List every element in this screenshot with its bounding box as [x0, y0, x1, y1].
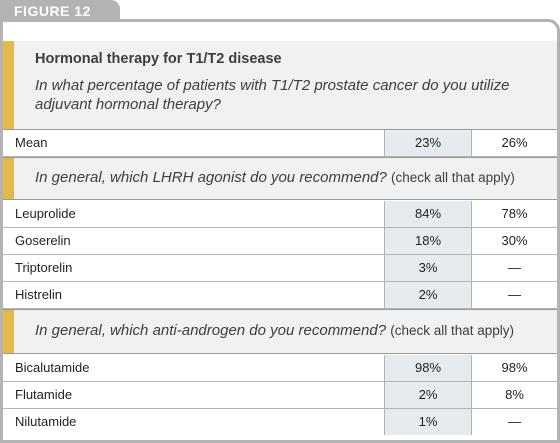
- row-label: Histrelin: [15, 287, 62, 302]
- question-note: (check all that apply): [391, 170, 515, 185]
- value-col1: 98%: [384, 355, 472, 381]
- value-col2: 26%: [501, 135, 528, 150]
- row-label: Mean: [15, 135, 48, 150]
- section-header-anti-androgen: In general, which anti-androgen do you r…: [3, 309, 557, 354]
- value-col2: —: [508, 260, 521, 275]
- value-col1: 2%: [384, 382, 472, 408]
- question-text: In general, which LHRH agonist do you re…: [35, 169, 387, 186]
- table-row: Goserelin 18% 30%: [3, 228, 557, 255]
- table-row: Mean 23% 26%: [3, 130, 557, 157]
- row-label: Flutamide: [15, 387, 73, 402]
- value-col1: 3%: [384, 255, 472, 281]
- section-question: In what percentage of patients with T1/T…: [35, 77, 510, 113]
- row-label: Nilutamide: [15, 414, 77, 429]
- value-col2: 98%: [501, 360, 528, 375]
- table-row: Leuprolide 84% 78%: [3, 201, 557, 228]
- value-col1: 84%: [384, 201, 472, 227]
- section-header-lhrh: In general, which LHRH agonist do you re…: [3, 157, 557, 200]
- value-col2: 78%: [501, 206, 528, 221]
- figure-frame: Hormonal therapy for T1/T2 disease In wh…: [0, 19, 560, 443]
- row-label: Bicalutamide: [15, 360, 90, 375]
- accent-bar: [3, 41, 14, 129]
- figure-title: Hormonal therapy for T1/T2 disease: [35, 51, 282, 67]
- table-row: Bicalutamide 98% 98%: [3, 355, 557, 382]
- table-row: Triptorelin 3% —: [3, 255, 557, 282]
- section-question: In general, which LHRH agonist do you re…: [35, 168, 555, 187]
- value-col2: —: [508, 287, 521, 302]
- value-col2: —: [508, 414, 521, 429]
- value-col1: 18%: [384, 228, 472, 254]
- row-label: Goserelin: [15, 233, 71, 248]
- row-label: Leuprolide: [15, 206, 76, 221]
- question-note: (check all that apply): [390, 323, 515, 338]
- section-question: In general, which anti-androgen do you r…: [35, 321, 555, 340]
- value-col1: 1%: [384, 409, 472, 435]
- figure-label: FIGURE 12: [0, 0, 120, 22]
- accent-bar: [3, 158, 14, 199]
- value-col2: 8%: [505, 387, 524, 402]
- section-header-adjuvant: Hormonal therapy for T1/T2 disease In wh…: [3, 41, 557, 130]
- accent-bar: [3, 310, 14, 353]
- row-label: Triptorelin: [15, 260, 73, 275]
- question-text: In general, which anti-androgen do you r…: [35, 322, 387, 339]
- value-col1: 23%: [384, 130, 472, 156]
- value-col2: 30%: [501, 233, 528, 248]
- table-row: Flutamide 2% 8%: [3, 382, 557, 409]
- value-col1: 2%: [384, 282, 472, 308]
- table-row: Histrelin 2% —: [3, 282, 557, 309]
- table-row: Nilutamide 1% —: [3, 409, 557, 436]
